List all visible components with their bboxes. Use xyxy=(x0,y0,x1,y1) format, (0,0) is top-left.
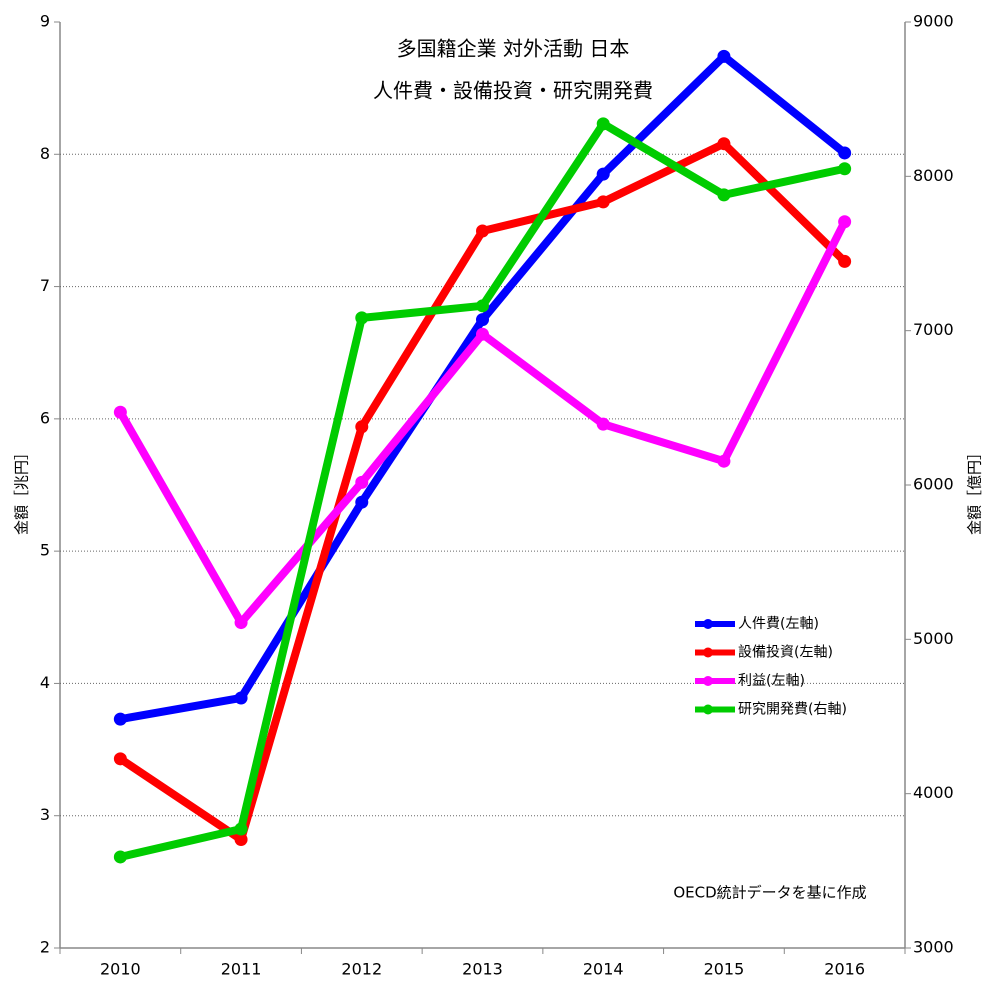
legend-label: 設備投資(左軸) xyxy=(738,645,833,661)
legend-label: 研究開発費(右軸) xyxy=(738,702,847,718)
series-marker xyxy=(717,137,731,151)
series-marker xyxy=(476,313,489,327)
x-tick-label: 2011 xyxy=(221,960,262,979)
y-tick-label: 8 xyxy=(40,144,50,163)
y-tick-label: 3 xyxy=(40,805,50,824)
series-marker xyxy=(113,405,127,419)
series-marker xyxy=(596,167,610,181)
x-tick-label: 2013 xyxy=(462,960,503,979)
legend-marker xyxy=(703,704,713,715)
y2-tick-label: 6000 xyxy=(913,475,954,494)
x-tick-label: 2010 xyxy=(100,960,141,979)
chart-subtitle: 人件費・設備投資・研究開発費 xyxy=(373,79,653,103)
series-marker xyxy=(838,146,852,160)
legend-label: 利益(左軸) xyxy=(738,673,805,689)
series-marker xyxy=(355,495,369,509)
y2-tick-label: 9000 xyxy=(913,12,954,31)
legend-label: 人件費(左軸) xyxy=(738,616,819,632)
y-tick-label: 2 xyxy=(40,938,50,957)
series-marker xyxy=(838,254,852,268)
series-marker xyxy=(355,311,369,325)
x-tick-label: 2012 xyxy=(341,960,382,979)
x-tick-label: 2015 xyxy=(704,960,745,979)
series-marker xyxy=(113,752,127,766)
series-marker xyxy=(596,417,610,431)
y-axis-label: 金額［兆円］ xyxy=(13,445,31,535)
series-marker xyxy=(476,224,489,238)
series-marker xyxy=(717,188,731,202)
x-tick-label: 2014 xyxy=(583,960,624,979)
legend-marker xyxy=(703,647,713,658)
series-marker xyxy=(234,833,248,847)
y-tick-label: 4 xyxy=(40,673,50,692)
series-marker xyxy=(113,850,127,864)
chart-title: 多国籍企業 対外活動 日本 xyxy=(397,37,630,61)
series-marker xyxy=(838,162,852,176)
series-marker xyxy=(234,822,248,836)
series-marker xyxy=(355,420,369,434)
series-marker xyxy=(596,117,610,131)
series-marker xyxy=(838,215,852,229)
legend-marker xyxy=(703,676,713,686)
y2-tick-label: 7000 xyxy=(913,320,954,339)
annotation: OECD統計データを基に作成 xyxy=(673,884,866,902)
y-tick-label: 7 xyxy=(40,276,50,295)
series-marker xyxy=(476,327,489,341)
series-line xyxy=(116,219,849,627)
series-line xyxy=(118,139,848,844)
series-marker xyxy=(596,195,610,209)
y2-tick-label: 4000 xyxy=(913,783,954,802)
x-tick-label: 2016 xyxy=(824,960,865,979)
legend-marker xyxy=(703,619,713,629)
series-marker xyxy=(717,454,731,468)
series-marker xyxy=(476,299,489,313)
y-tick-label: 6 xyxy=(40,408,50,427)
y-tick-label: 9 xyxy=(40,12,50,31)
y2-axis-label: 金額［億円］ xyxy=(966,445,984,535)
series-marker xyxy=(113,712,127,726)
series-marker xyxy=(234,691,248,705)
y2-tick-label: 5000 xyxy=(913,629,954,648)
series-marker xyxy=(717,49,731,63)
y-tick-label: 5 xyxy=(40,541,50,560)
y2-tick-label: 3000 xyxy=(913,938,954,957)
series-marker xyxy=(355,475,369,489)
series-marker xyxy=(234,616,248,630)
y2-tick-label: 8000 xyxy=(913,166,954,185)
